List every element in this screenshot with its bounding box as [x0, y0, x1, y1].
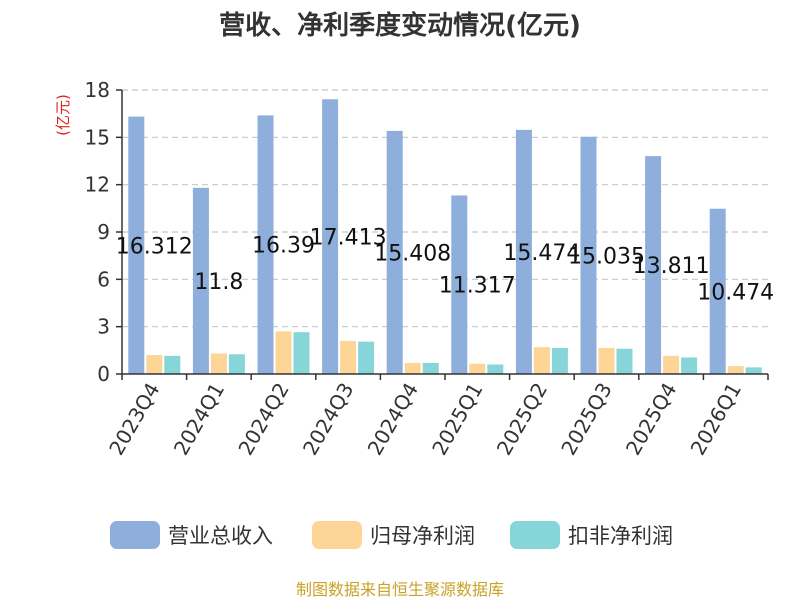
- x-tick-label: 2025Q4: [621, 379, 681, 460]
- x-tick-label: 2023Q4: [104, 379, 164, 460]
- y-axis-unit-label: (亿元): [54, 94, 72, 136]
- y-tick-label: 9: [97, 220, 110, 244]
- bar-1: [645, 156, 662, 374]
- x-axis-ticks: 2023Q4 2024Q1 2024Q2 2024Q3 2024Q4 2025Q1 2025…: [104, 374, 769, 460]
- data-label: 15.474: [503, 241, 580, 266]
- data-label: 11.317: [439, 274, 516, 299]
- legend-swatch: [312, 521, 362, 549]
- y-axis-ticks: 0 3 6 9 12 15 18: [85, 78, 123, 386]
- bar-1: [451, 195, 468, 374]
- bar-2: [598, 347, 615, 374]
- legend-label: 扣非净利润: [568, 524, 673, 548]
- x-tick-label: 2024Q2: [233, 379, 293, 460]
- data-label: 11.8: [194, 270, 243, 295]
- bar-3: [422, 362, 439, 374]
- y-tick-label: 6: [97, 267, 110, 291]
- y-tick-label: 18: [85, 78, 110, 102]
- bar-2: [340, 340, 357, 374]
- legend-label: 营业总收入: [168, 524, 273, 548]
- legend-item[interactable]: 扣非净利润: [510, 521, 673, 549]
- data-label: 15.408: [374, 241, 451, 266]
- data-label: 16.39: [252, 234, 315, 259]
- legend[interactable]: 营业总收入 归母净利润 扣非净利润: [110, 521, 673, 549]
- x-tick-label: 2024Q3: [298, 379, 358, 460]
- y-tick-label: 0: [97, 362, 110, 386]
- legend-swatch: [510, 521, 560, 549]
- bar-2: [210, 353, 227, 374]
- bar-3: [487, 364, 504, 374]
- y-tick-label: 12: [85, 173, 110, 197]
- bars: [128, 99, 762, 375]
- legend-label: 归母净利润: [370, 524, 475, 548]
- bar-3: [293, 332, 310, 374]
- bar-2: [275, 331, 292, 374]
- bar-2: [469, 363, 486, 374]
- bar-3: [228, 354, 245, 374]
- x-tick-label: 2024Q4: [363, 379, 423, 460]
- bar-1: [580, 136, 597, 374]
- bar-3: [745, 367, 762, 374]
- bar-2: [727, 366, 744, 374]
- x-tick-label: 2025Q1: [427, 379, 487, 460]
- y-tick-label: 3: [97, 315, 110, 339]
- bar-2: [533, 347, 550, 374]
- bar-3: [551, 347, 568, 374]
- legend-item[interactable]: 营业总收入: [110, 521, 273, 549]
- x-tick-label: 2026Q1: [686, 379, 746, 460]
- bar-1: [709, 208, 726, 374]
- data-label: 10.474: [697, 280, 774, 305]
- bar-2: [404, 362, 421, 374]
- gridlines: [122, 89, 768, 328]
- chart-title: 营收、净利季度变动情况(亿元): [219, 10, 581, 41]
- bar-1: [128, 116, 145, 375]
- bar-1: [322, 99, 339, 374]
- bar-1: [192, 187, 209, 374]
- data-label: 15.035: [568, 244, 645, 269]
- legend-swatch: [110, 521, 160, 549]
- bar-3: [358, 341, 375, 374]
- bar-3: [616, 348, 633, 374]
- bar-3: [681, 357, 698, 374]
- bar-2: [146, 355, 163, 374]
- y-tick-label: 15: [85, 125, 110, 149]
- data-labels: 16.31211.816.3917.41315.40811.31715.4741…: [116, 226, 774, 306]
- bar-2: [663, 355, 680, 374]
- x-tick-label: 2024Q1: [169, 379, 229, 460]
- bar-1: [386, 130, 403, 374]
- source-note: 制图数据来自恒生聚源数据库: [296, 580, 504, 599]
- data-label: 13.811: [633, 254, 710, 279]
- data-label: 16.312: [116, 234, 193, 259]
- bar-1: [515, 129, 532, 374]
- x-tick-label: 2025Q2: [492, 379, 552, 460]
- data-label: 17.413: [310, 226, 387, 251]
- x-tick-label: 2025Q3: [556, 379, 616, 460]
- bar-3: [164, 355, 181, 374]
- legend-item[interactable]: 归母净利润: [312, 521, 475, 549]
- bar-1: [257, 115, 274, 374]
